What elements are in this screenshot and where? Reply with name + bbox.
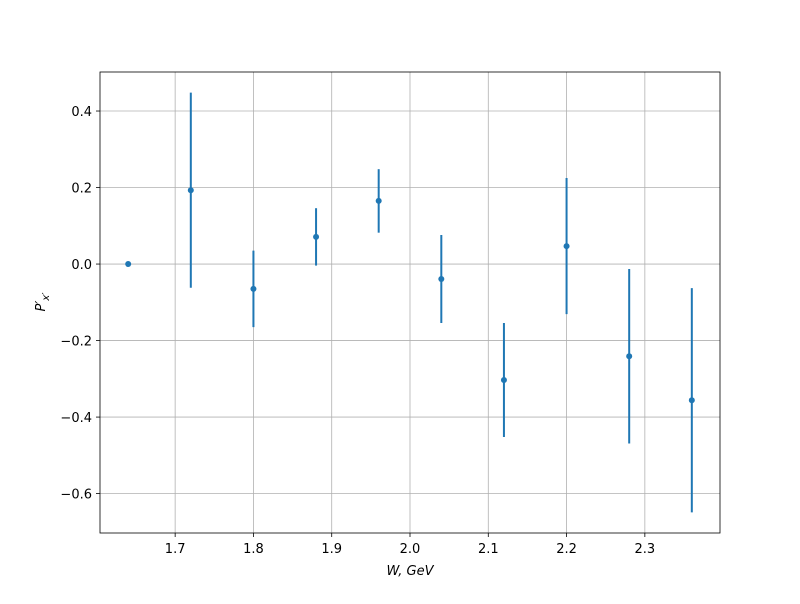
plot-frame bbox=[99, 71, 721, 534]
data-point bbox=[187, 187, 194, 194]
x-tick-label: 2.3 bbox=[635, 542, 656, 557]
y-label-sub: x′ bbox=[41, 292, 52, 302]
y-tick-label: 0.2 bbox=[71, 182, 92, 197]
x-axis-label: W, GeV bbox=[386, 564, 434, 579]
x-tick-label: 1.8 bbox=[243, 542, 264, 557]
data-point bbox=[688, 397, 695, 404]
data-point bbox=[313, 233, 320, 240]
y-tick-label: 0.4 bbox=[71, 105, 92, 120]
data-point bbox=[500, 376, 507, 383]
x-tick-label: 2.1 bbox=[478, 542, 499, 557]
y-tick-label: −0.2 bbox=[60, 335, 92, 350]
data-point bbox=[375, 197, 382, 204]
y-tick-label: −0.4 bbox=[60, 411, 92, 426]
y-label-base: P′ bbox=[34, 301, 49, 312]
x-tick-label: 2.2 bbox=[556, 542, 577, 557]
data-point bbox=[626, 353, 633, 360]
x-tick-label: 1.7 bbox=[165, 542, 186, 557]
data-point bbox=[563, 243, 570, 250]
data-point bbox=[250, 285, 257, 292]
x-tick-label: 1.9 bbox=[321, 542, 342, 557]
y-axis-label: P′x′ bbox=[34, 292, 52, 312]
data-point bbox=[438, 275, 445, 282]
data-point bbox=[125, 261, 132, 268]
y-tick-label: −0.6 bbox=[60, 488, 92, 503]
y-tick-label: 0.0 bbox=[71, 258, 92, 273]
x-tick-label: 2.0 bbox=[400, 542, 421, 557]
